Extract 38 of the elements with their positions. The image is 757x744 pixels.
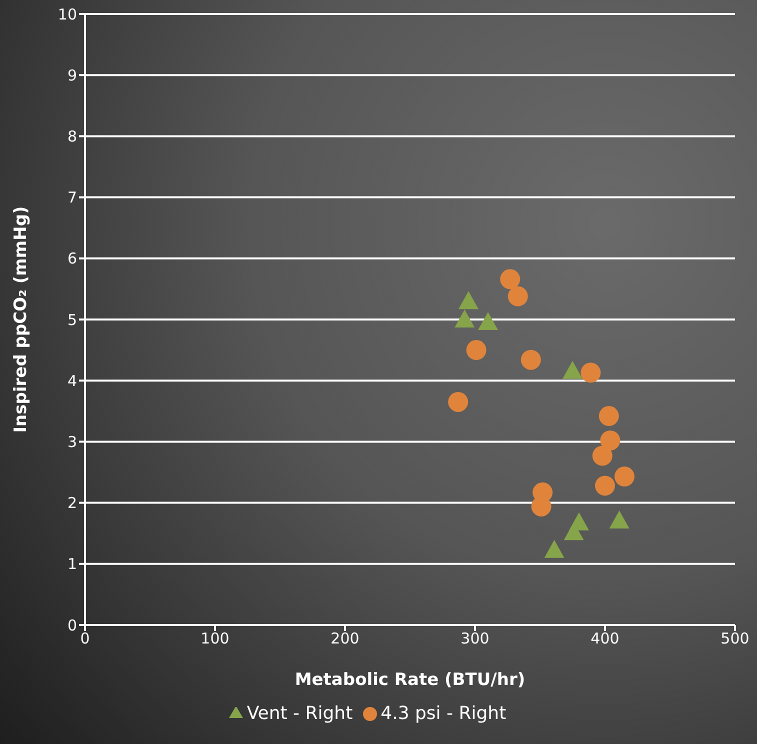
point [448, 392, 468, 412]
point [466, 340, 486, 360]
y-tick-label: 7 [67, 188, 77, 207]
y-axis-title: Inspired ppCO₂ (mmHg) [11, 206, 32, 433]
x-tick-label: 300 [460, 630, 490, 648]
x-tick-label: 400 [590, 630, 620, 648]
y-tick-label: 8 [67, 128, 77, 146]
legend-label: Vent - Right [246, 703, 353, 724]
x-axis-title: Metabolic Rate (BTU/hr) [294, 670, 526, 690]
y-tick-label: 3 [67, 433, 77, 452]
y-tick-label: 0 [67, 616, 77, 634]
y-tick-label: 2 [67, 494, 77, 512]
point [598, 406, 619, 426]
x-tick-label: 0 [80, 630, 90, 648]
point [478, 312, 498, 330]
x-tick-label: 500 [720, 630, 750, 648]
y-tick-label: 6 [67, 250, 77, 268]
point [614, 466, 634, 487]
y-tick-label: 4 [67, 372, 77, 390]
y-tick-label: 1 [67, 555, 77, 574]
x-tick-label: 200 [330, 630, 360, 648]
y-tick-label: 9 [67, 66, 77, 84]
point [595, 476, 615, 496]
point [592, 446, 612, 466]
x-tick-label: 100 [200, 630, 230, 648]
y-tick-label: 5 [67, 310, 77, 329]
y-tick-label: 10 [58, 5, 77, 24]
point [544, 540, 564, 558]
point [520, 350, 541, 370]
point [609, 510, 630, 529]
point [454, 310, 475, 328]
legend-label: 4.3 psi - Right [380, 703, 506, 724]
point [580, 362, 601, 383]
point [600, 430, 620, 450]
point [500, 269, 520, 290]
point [508, 286, 528, 306]
point [458, 291, 478, 310]
point [562, 360, 582, 379]
